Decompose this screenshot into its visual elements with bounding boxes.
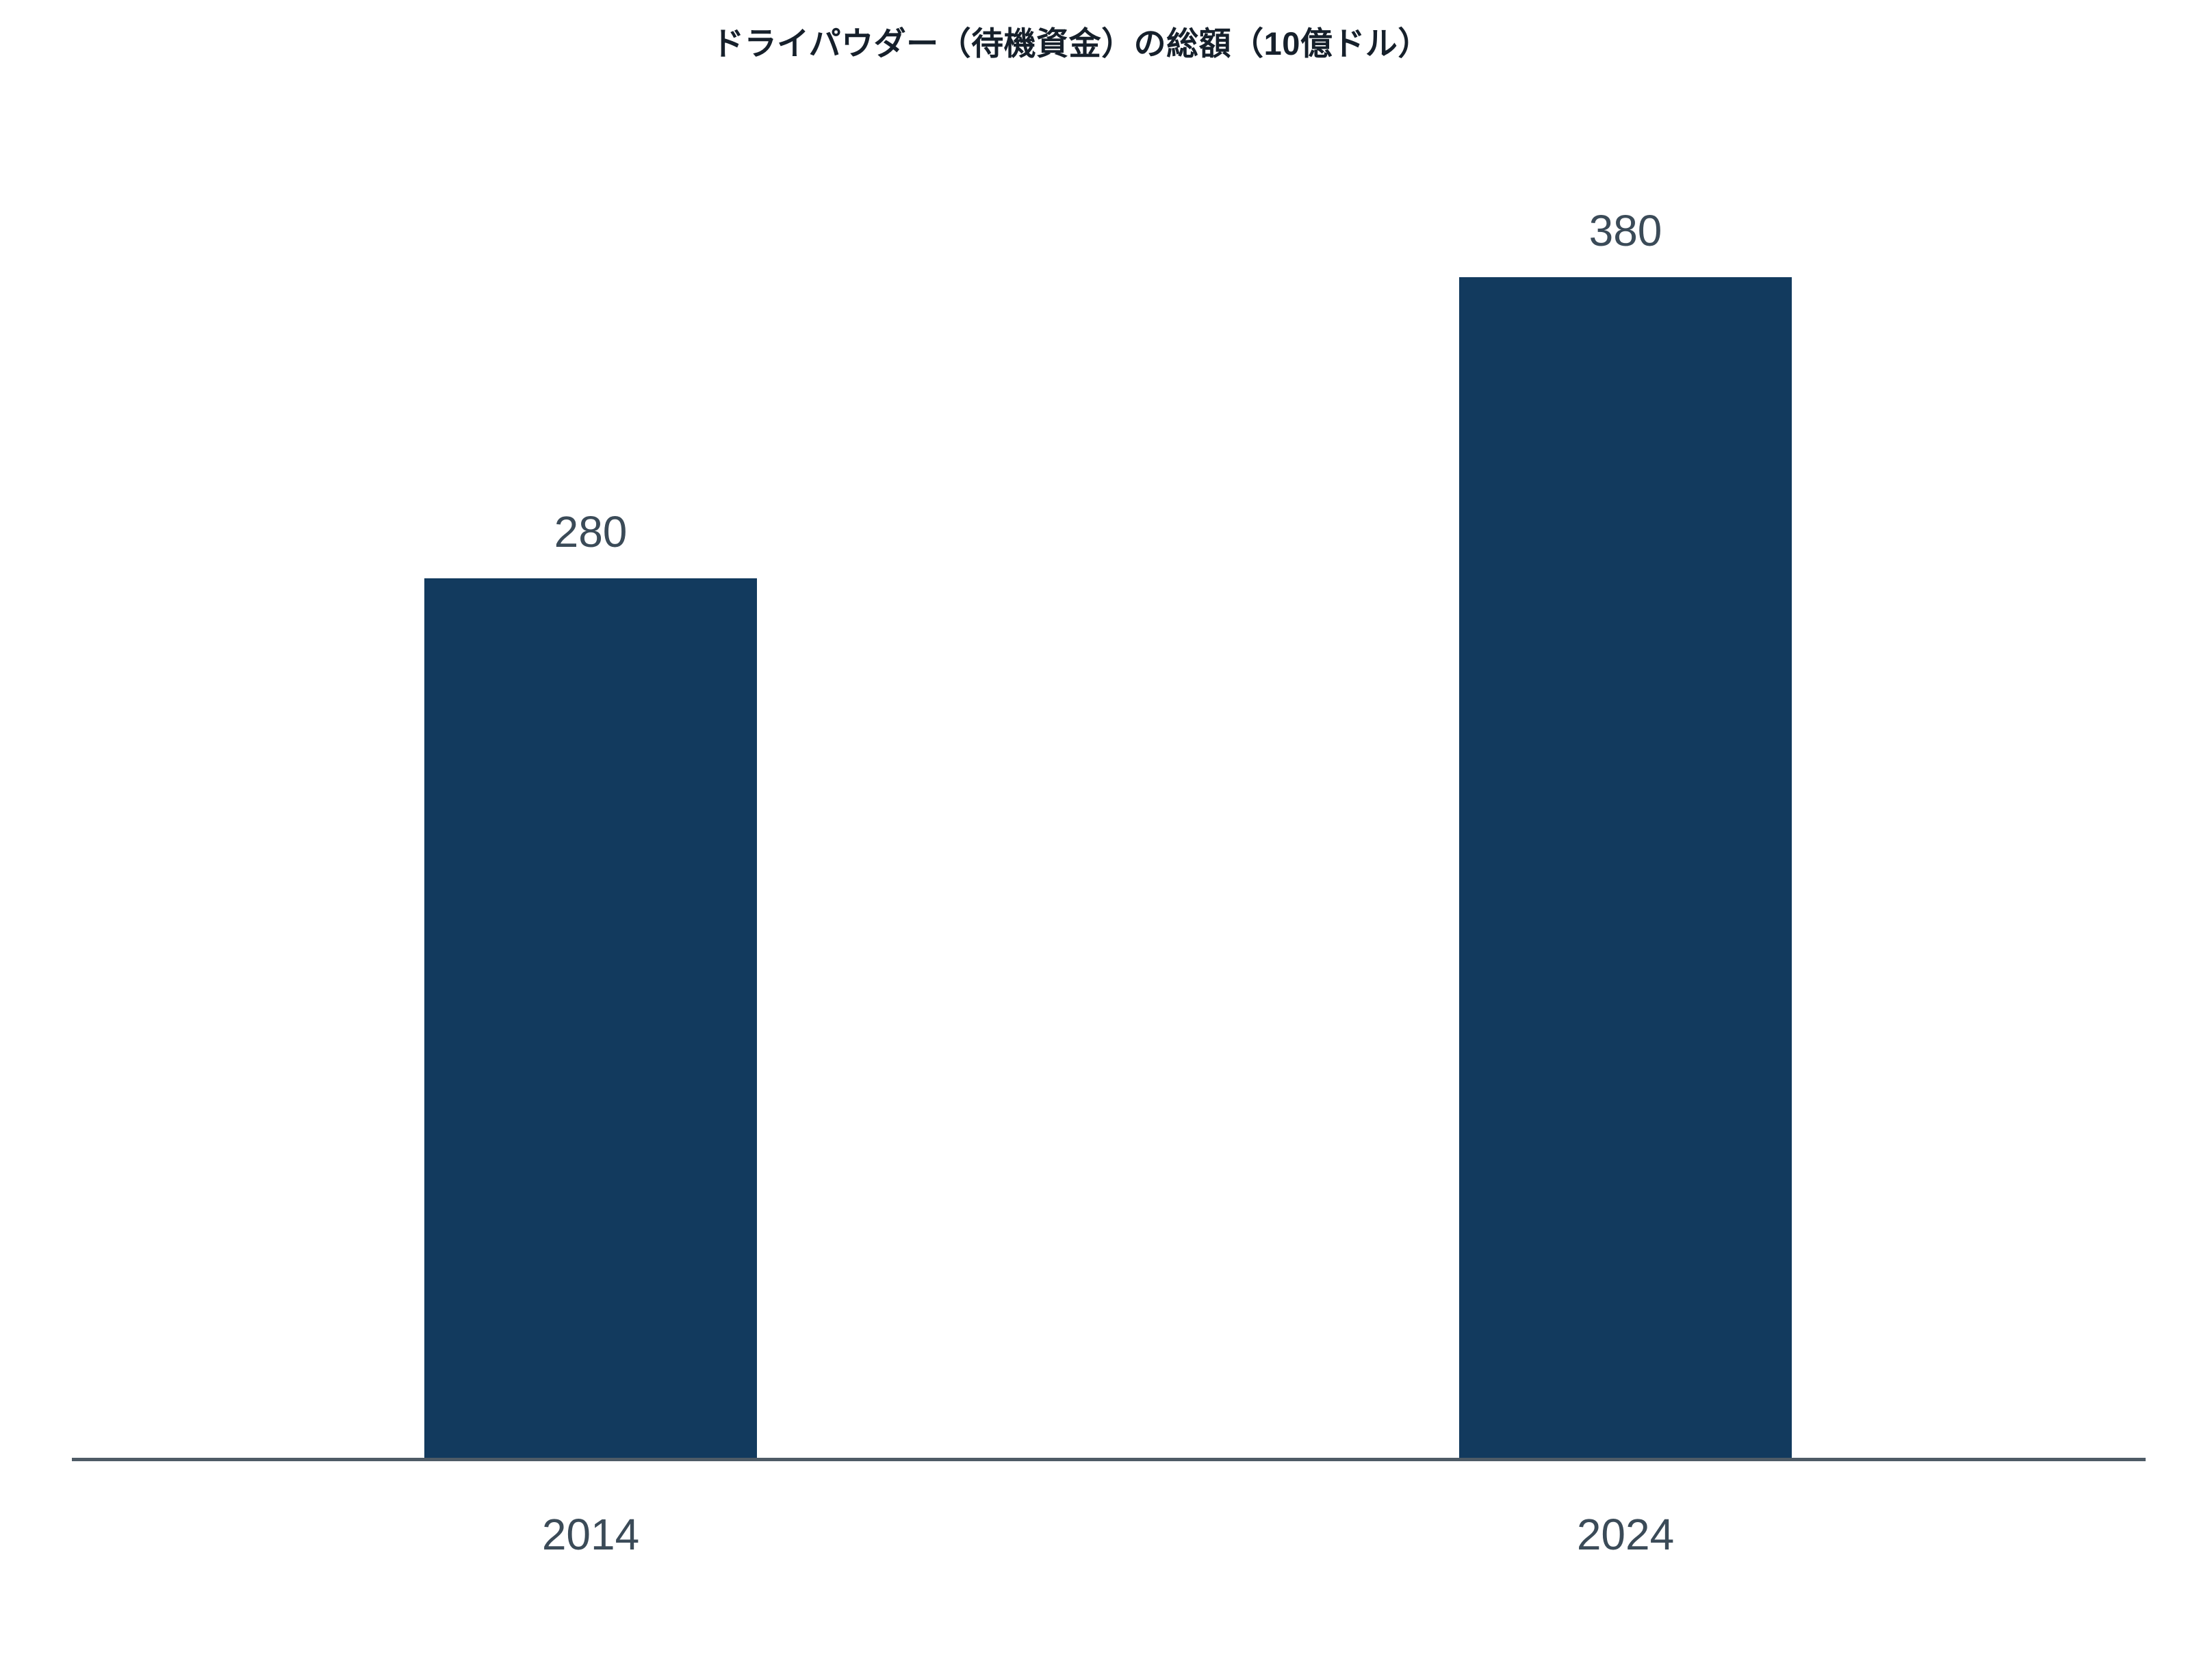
bar-2024[interactable] [1459, 277, 1792, 1459]
bar-fill-2024 [1459, 277, 1792, 1459]
category-label-2014: 2014 [541, 1510, 640, 1559]
chart-title: ドライパウダー（待機資金）の総額（10億ドル） [712, 25, 1430, 62]
category-label-2024: 2024 [1576, 1510, 1675, 1559]
x-axis-baseline [72, 1458, 2146, 1461]
bar-fill-2014 [424, 578, 757, 1459]
bar-2014[interactable] [424, 578, 757, 1459]
value-label-2014: 280 [554, 507, 628, 556]
value-label-2024: 380 [1589, 206, 1662, 255]
